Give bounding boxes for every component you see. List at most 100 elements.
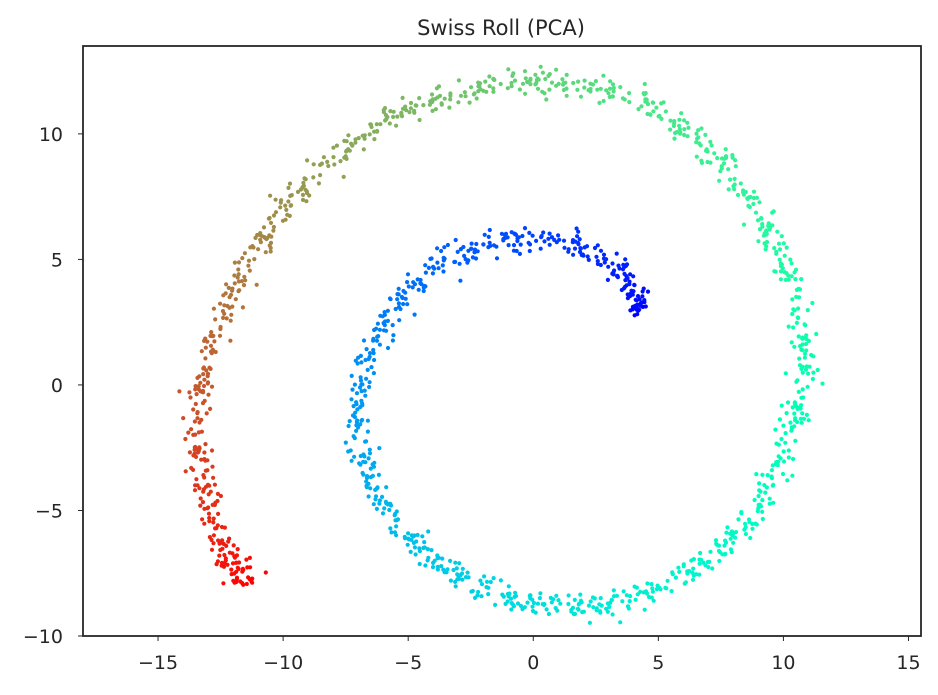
scatter-point <box>770 223 775 228</box>
scatter-point <box>331 155 336 160</box>
scatter-point <box>522 69 528 74</box>
scatter-point <box>586 603 592 608</box>
scatter-point <box>353 140 358 145</box>
scatter-point <box>789 425 794 430</box>
scatter-point <box>232 555 237 560</box>
scatter-point <box>549 80 555 85</box>
scatter-point <box>820 381 825 386</box>
scatter-point <box>396 292 401 297</box>
scatter-point <box>211 516 216 521</box>
scatter-point <box>753 210 759 215</box>
scatter-point <box>546 236 551 241</box>
scatter-point <box>229 567 234 572</box>
scatter-point <box>642 81 647 87</box>
scatter-point <box>476 589 481 595</box>
scatter-point <box>413 552 418 557</box>
scatter-point <box>226 539 231 544</box>
scatter-point <box>677 569 682 575</box>
scatter-point <box>304 189 309 194</box>
scatter-point <box>633 303 638 308</box>
scatter-point <box>540 70 546 75</box>
scatter-point <box>380 511 386 516</box>
x-tick-label: 10 <box>771 652 795 674</box>
scatter-point <box>186 430 191 435</box>
scatter-point <box>213 317 218 322</box>
scatter-point <box>454 566 459 571</box>
scatter-point <box>367 351 373 356</box>
scatter-point <box>499 231 504 236</box>
scatter-point <box>205 381 210 386</box>
scatter-point <box>566 249 571 254</box>
scatter-point <box>651 109 656 114</box>
scatter-point <box>417 546 422 551</box>
scatter-point <box>516 235 522 240</box>
scatter-point <box>484 579 490 584</box>
scatter-point <box>439 248 444 254</box>
scatter-point <box>799 403 804 408</box>
scatter-point <box>423 563 428 568</box>
scatter-point <box>514 248 519 254</box>
scatter-point <box>439 564 444 569</box>
scatter-point <box>212 482 217 487</box>
scatter-point <box>193 401 198 407</box>
y-axis: −10 −5 0 5 10 <box>23 124 83 648</box>
scatter-point <box>374 326 379 331</box>
scatter-point <box>790 311 795 317</box>
scatter-point <box>271 224 276 230</box>
scatter-point <box>403 104 408 109</box>
scatter-point <box>476 84 481 89</box>
scatter-point <box>466 575 471 580</box>
scatter-point <box>442 245 447 250</box>
scatter-point <box>222 525 227 530</box>
scatter-point <box>697 572 702 577</box>
scatter-point <box>223 556 228 561</box>
scatter-point <box>487 240 492 245</box>
scatter-point <box>494 256 500 261</box>
scatter-point <box>197 486 202 491</box>
scatter-point <box>732 187 737 192</box>
scatter-point <box>406 531 411 536</box>
scatter-point <box>250 244 255 249</box>
scatter-point <box>697 141 702 146</box>
scatter-point <box>216 538 221 543</box>
scatter-point <box>441 255 446 260</box>
scatter-point <box>588 599 593 604</box>
scatter-point <box>211 533 216 538</box>
scatter-point <box>387 507 392 513</box>
scatter-point <box>561 82 566 87</box>
scatter-point <box>469 241 474 246</box>
scatter-point <box>385 114 390 120</box>
scatter-point <box>509 84 514 89</box>
scatter-point <box>635 592 640 597</box>
scatter-point <box>389 530 394 535</box>
scatter-point <box>369 365 374 370</box>
scatter-point <box>458 93 464 98</box>
scatter-point <box>435 567 440 572</box>
scatter-point <box>518 242 523 247</box>
scatter-point <box>814 331 819 337</box>
scatter-point <box>779 262 785 267</box>
scatter-point <box>701 560 706 565</box>
scatter-point <box>220 309 226 314</box>
scatter-point <box>606 264 611 269</box>
scatter-point <box>750 526 755 531</box>
scatter-point <box>544 607 549 612</box>
scatter-point <box>760 472 765 477</box>
x-tick-label: 0 <box>527 652 539 674</box>
scatter-point <box>690 577 696 582</box>
scatter-point <box>358 375 363 380</box>
scatter-point <box>527 248 532 254</box>
scatter-point <box>501 236 506 242</box>
scatter-point <box>677 127 682 132</box>
scatter-point <box>200 517 205 522</box>
scatter-point <box>530 233 535 238</box>
scatter-point <box>777 417 783 422</box>
scatter-point <box>203 356 208 361</box>
scatter-point <box>604 88 609 93</box>
scatter-point <box>697 561 702 566</box>
scatter-point <box>401 301 406 307</box>
scatter-point <box>363 460 368 465</box>
scatter-point <box>715 156 720 161</box>
scatter-point <box>757 488 762 493</box>
scatter-point <box>525 600 530 605</box>
